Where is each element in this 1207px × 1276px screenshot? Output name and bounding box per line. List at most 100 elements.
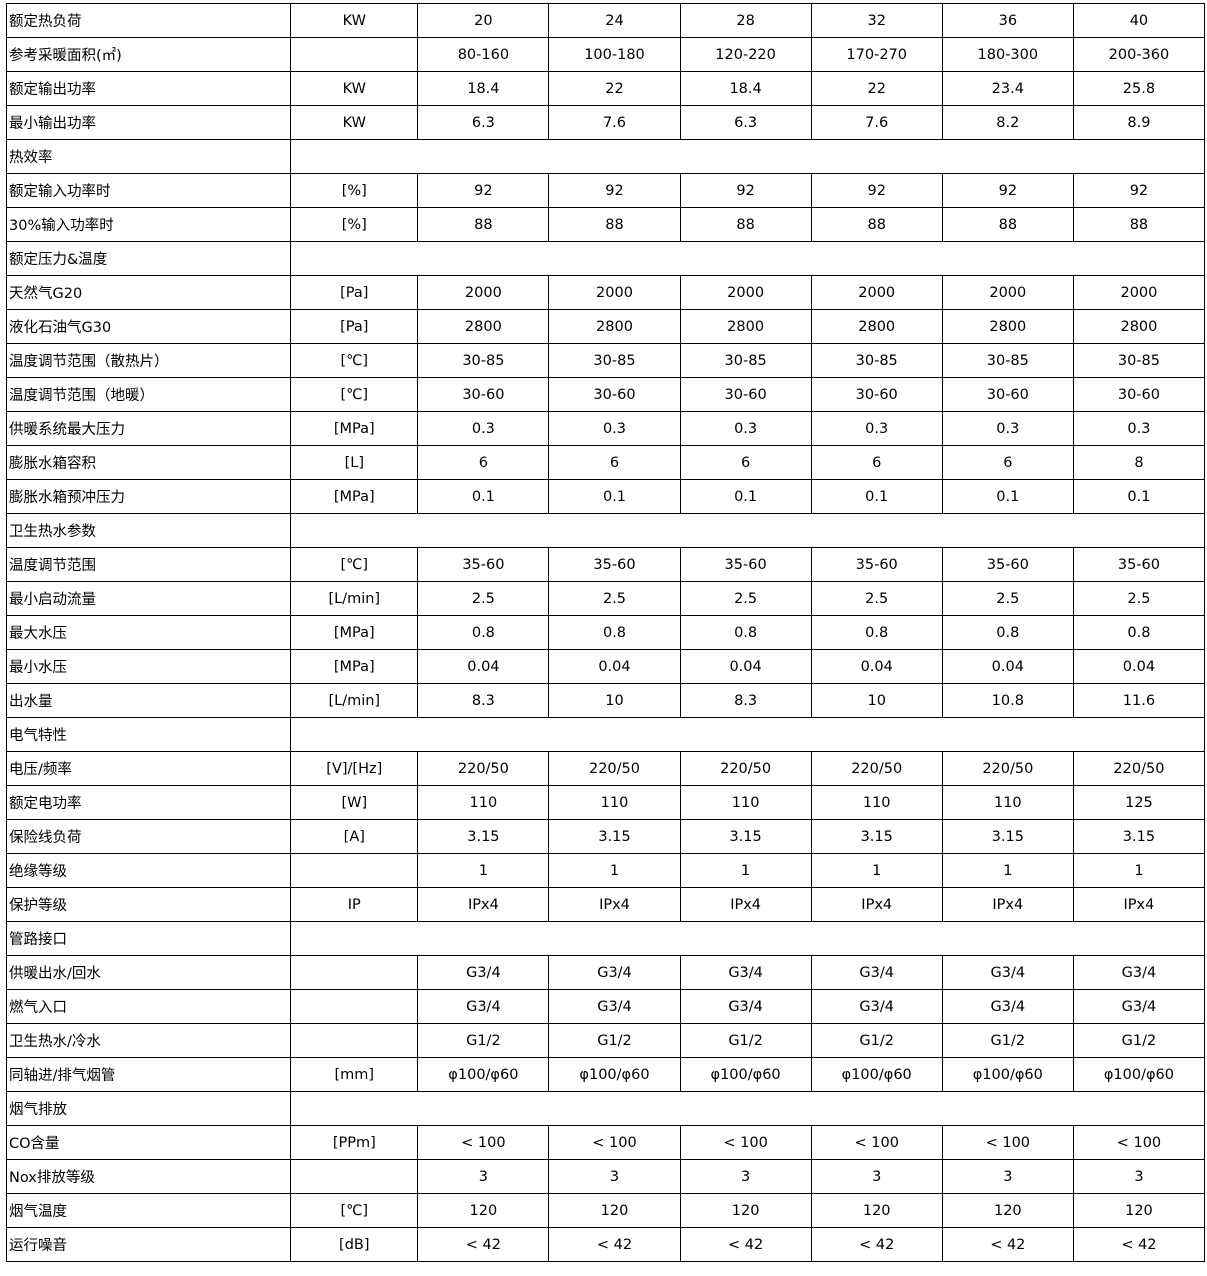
value-cell: G3/4 <box>679 955 812 990</box>
value-cell: 1 <box>679 853 812 888</box>
row-label: CO含量 <box>5 1125 292 1160</box>
value-cell: 30-60 <box>548 377 681 412</box>
unit-cell: [mm] <box>290 1057 419 1092</box>
value-cell: 2.5 <box>679 581 812 616</box>
table-row: 出水量 [L/min] 8.3 10 8.3 10 10.8 11.6 <box>5 683 1206 718</box>
value-cell: φ100/φ60 <box>548 1057 681 1092</box>
value-cell: 2.5 <box>417 581 550 616</box>
value-cell: 88 <box>679 207 812 242</box>
value-cell: < 100 <box>679 1125 812 1160</box>
value-cell: 35-60 <box>810 547 943 582</box>
section-empty-cell <box>290 241 1205 276</box>
spec-table-body: 额定热负荷 KW 20 24 28 32 36 40 参考采暖面积(㎡) 80-160 100-18… <box>5 3 1206 1262</box>
value-cell: 8 <box>1072 445 1206 480</box>
value-cell: 25.8 <box>1072 71 1206 106</box>
table-row: 30%输入功率时 [%] 88 88 88 88 88 88 <box>5 207 1206 242</box>
value-cell: 20 <box>417 3 550 38</box>
value-cell: 11.6 <box>1072 683 1206 718</box>
value-cell: 0.04 <box>679 649 812 684</box>
value-cell: 3 <box>1072 1159 1206 1194</box>
unit-cell: [℃] <box>290 547 419 582</box>
value-cell: < 100 <box>417 1125 550 1160</box>
value-cell: 7.6 <box>810 105 943 140</box>
value-cell: 6 <box>548 445 681 480</box>
value-cell: 92 <box>810 173 943 208</box>
value-cell: 170-270 <box>810 37 943 72</box>
value-cell: 3.15 <box>1072 819 1206 854</box>
unit-cell: [℃] <box>290 343 419 378</box>
unit-cell: [MPa] <box>290 615 419 650</box>
value-cell: G3/4 <box>941 989 1074 1024</box>
row-label: 温度调节范围（散热片） <box>5 343 292 378</box>
value-cell: IPx4 <box>1072 887 1206 922</box>
table-row: 膨胀水箱容积 [L] 6 6 6 6 6 8 <box>5 445 1206 480</box>
value-cell: φ100/φ60 <box>417 1057 550 1092</box>
value-cell: 100-180 <box>548 37 681 72</box>
unit-cell: [MPa] <box>290 411 419 446</box>
value-cell: 2800 <box>679 309 812 344</box>
value-cell: G1/2 <box>417 1023 550 1058</box>
value-cell: IPx4 <box>417 887 550 922</box>
value-cell: 0.3 <box>548 411 681 446</box>
value-cell: 0.3 <box>810 411 943 446</box>
value-cell: < 100 <box>810 1125 943 1160</box>
value-cell: 28 <box>679 3 812 38</box>
value-cell: 0.8 <box>679 615 812 650</box>
value-cell: 220/50 <box>548 751 681 786</box>
value-cell: 220/50 <box>810 751 943 786</box>
value-cell: < 100 <box>941 1125 1074 1160</box>
unit-cell: KW <box>290 71 419 106</box>
section-empty-cell <box>290 513 1205 548</box>
value-cell: 0.1 <box>548 479 681 514</box>
row-label: 出水量 <box>5 683 292 718</box>
value-cell: 110 <box>810 785 943 820</box>
value-cell: 88 <box>941 207 1074 242</box>
row-label: 额定输入功率时 <box>5 173 292 208</box>
value-cell: 6 <box>941 445 1074 480</box>
value-cell: 2000 <box>417 275 550 310</box>
row-label: 额定电功率 <box>5 785 292 820</box>
value-cell: 125 <box>1072 785 1206 820</box>
section-label: 烟气排放 <box>5 1091 292 1126</box>
table-row: 膨胀水箱预冲压力 [MPa] 0.1 0.1 0.1 0.1 0.1 0.1 <box>5 479 1206 514</box>
unit-cell: [MPa] <box>290 479 419 514</box>
value-cell: 92 <box>417 173 550 208</box>
value-cell: G3/4 <box>679 989 812 1024</box>
value-cell: 120 <box>1072 1193 1206 1228</box>
table-row: 温度调节范围（散热片） [℃] 30-85 30-85 30-85 30-85 30-85 3… <box>5 343 1206 378</box>
value-cell: G3/4 <box>548 955 681 990</box>
row-label: 液化石油气G30 <box>5 309 292 344</box>
value-cell: < 42 <box>941 1227 1074 1262</box>
value-cell: IPx4 <box>679 887 812 922</box>
table-row: 额定输出功率 KW 18.4 22 18.4 22 23.4 25.8 <box>5 71 1206 106</box>
value-cell: 35-60 <box>548 547 681 582</box>
value-cell: < 42 <box>1072 1227 1206 1262</box>
value-cell: 35-60 <box>941 547 1074 582</box>
value-cell: 3 <box>679 1159 812 1194</box>
value-cell: < 42 <box>810 1227 943 1262</box>
unit-cell <box>290 1023 419 1058</box>
value-cell: 8.3 <box>679 683 812 718</box>
row-label: 供暖系统最大压力 <box>5 411 292 446</box>
unit-cell <box>290 853 419 888</box>
value-cell: 2.5 <box>548 581 681 616</box>
value-cell: 1 <box>1072 853 1206 888</box>
section-empty-cell <box>290 921 1205 956</box>
value-cell: 110 <box>417 785 550 820</box>
table-row: 供暖系统最大压力 [MPa] 0.3 0.3 0.3 0.3 0.3 0.3 <box>5 411 1206 446</box>
unit-cell: [A] <box>290 819 419 854</box>
value-cell: 3 <box>941 1159 1074 1194</box>
table-row: 运行噪音 [dB] < 42 < 42 < 42 < 42 < 42 < 42 <box>5 1227 1206 1262</box>
table-row: 温度调节范围 [℃] 35-60 35-60 35-60 35-60 35-60 35-60 <box>5 547 1206 582</box>
table-row: 绝缘等级 1 1 1 1 1 1 <box>5 853 1206 888</box>
value-cell: 0.8 <box>417 615 550 650</box>
value-cell: < 100 <box>548 1125 681 1160</box>
value-cell: 0.8 <box>810 615 943 650</box>
section-row: 额定压力&温度 <box>5 241 1205 276</box>
value-cell: G3/4 <box>1072 989 1206 1024</box>
unit-cell: [L/min] <box>290 683 419 718</box>
value-cell: 6 <box>679 445 812 480</box>
value-cell: 110 <box>548 785 681 820</box>
value-cell: 30-85 <box>548 343 681 378</box>
unit-cell: [L/min] <box>290 581 419 616</box>
